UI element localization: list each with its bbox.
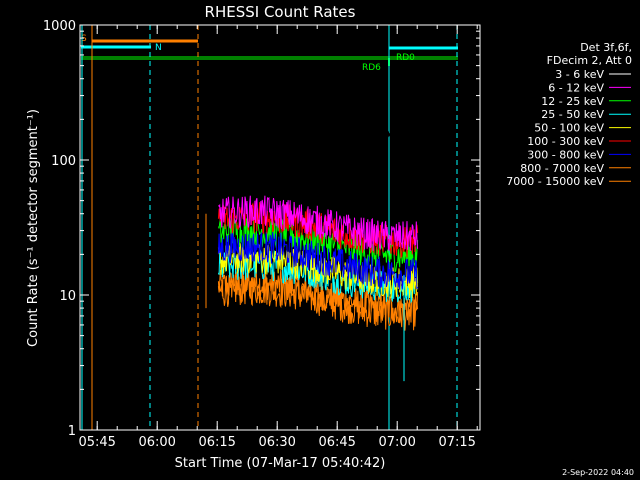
annotation-s: S bbox=[81, 34, 87, 44]
annotation-rd0: RD0 bbox=[396, 53, 415, 63]
y-tick-label: 10 bbox=[59, 289, 76, 304]
x-tick-label: 06:15 bbox=[198, 435, 235, 450]
y-tick-label: 100 bbox=[51, 154, 76, 169]
series-trace-2 bbox=[218, 195, 419, 252]
y-tick-label: 1000 bbox=[43, 19, 76, 34]
x-tick-label: 05:45 bbox=[78, 435, 115, 450]
chart-title: RHESSI Count Rates bbox=[205, 3, 356, 21]
x-tick-label: 07:00 bbox=[378, 435, 415, 450]
annotation-rd6: RD6 bbox=[362, 63, 381, 73]
annotation-n: N bbox=[155, 43, 162, 53]
legend-header-line2: FDecim 2, Att 0 bbox=[547, 54, 632, 67]
series-trace-7 bbox=[217, 231, 419, 290]
legend-label-4: 25 - 50 keV bbox=[541, 108, 604, 121]
series-trace-1 bbox=[217, 116, 419, 139]
x-tick-label: 06:45 bbox=[318, 435, 355, 450]
y-tick-label: 1 bbox=[68, 424, 76, 439]
timestamp: 2-Sep-2022 04:40 bbox=[562, 468, 634, 477]
legend-label-1: 3 - 6 keV bbox=[555, 68, 604, 81]
legend-label-2: 6 - 12 keV bbox=[548, 81, 604, 94]
plot-frame bbox=[79, 24, 481, 431]
legend-label-6: 100 - 300 keV bbox=[527, 135, 604, 148]
x-axis-label: Start Time (07-Mar-17 05:40:42) bbox=[175, 456, 386, 471]
legend-header-line1: Det 3f,6f, bbox=[580, 41, 632, 54]
legend-label-8: 800 - 7000 keV bbox=[520, 162, 604, 175]
legend-label-5: 50 - 100 keV bbox=[534, 122, 604, 135]
y-axis-label: Count Rate (s⁻¹ detector segment⁻¹) bbox=[26, 109, 41, 347]
x-tick-label: 06:00 bbox=[138, 435, 175, 450]
legend-label-3: 12 - 25 keV bbox=[541, 95, 604, 108]
legend-label-7: 300 - 800 keV bbox=[527, 148, 604, 161]
x-tick-label: 06:30 bbox=[258, 435, 295, 450]
series-trace-9 bbox=[217, 273, 419, 331]
legend-label-9: 7000 - 15000 keV bbox=[506, 175, 604, 188]
x-tick-label: 07:15 bbox=[438, 435, 475, 450]
